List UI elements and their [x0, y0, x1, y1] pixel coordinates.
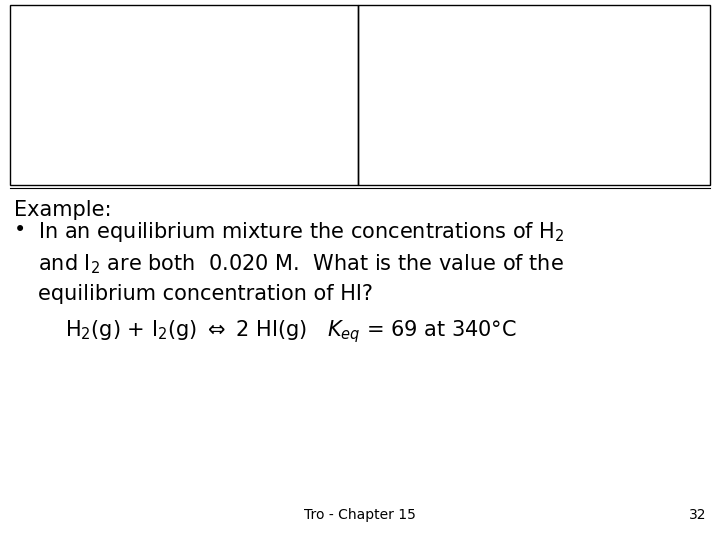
Text: In an equilibrium mixture the concentrations of H$_2$: In an equilibrium mixture the concentrat…: [38, 220, 564, 244]
Text: Example:: Example:: [14, 200, 112, 220]
Text: •: •: [14, 220, 26, 240]
Text: H$_2$(g) + I$_2$(g) $\Leftrightarrow$ 2 HI(g)   $K_{eq}$ = 69 at 340°C: H$_2$(g) + I$_2$(g) $\Leftrightarrow$ 2 …: [65, 318, 517, 345]
Text: and I$_2$ are both  0.020 M.  What is the value of the: and I$_2$ are both 0.020 M. What is the …: [38, 252, 564, 275]
Text: Tro - Chapter 15: Tro - Chapter 15: [304, 508, 416, 522]
Text: 32: 32: [688, 508, 706, 522]
Text: equilibrium concentration of HI?: equilibrium concentration of HI?: [38, 284, 373, 304]
